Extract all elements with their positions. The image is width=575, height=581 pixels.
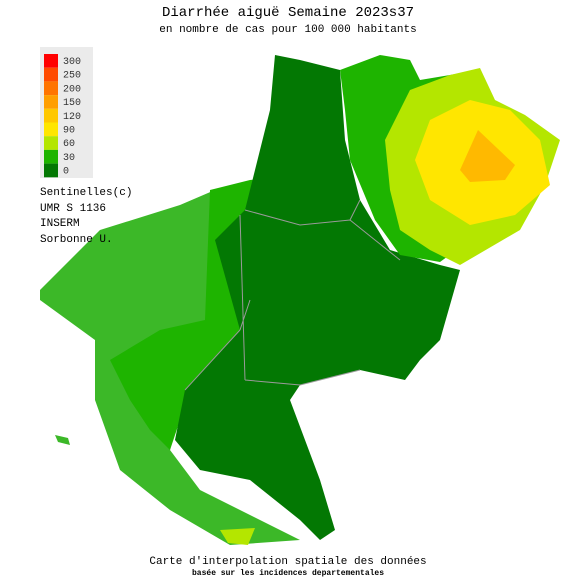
legend-swatch (44, 108, 58, 123)
credit-line: UMR S 1136 (40, 203, 106, 215)
credit-line: Sentinelles(c) (40, 187, 132, 199)
legend-label: 60 (63, 139, 75, 150)
legend-label: 150 (63, 98, 81, 109)
credit-line: Sorbonne U. (40, 234, 113, 246)
legend-swatch (44, 163, 58, 178)
zone-dark (175, 55, 460, 540)
credit-line: INSERM (40, 218, 80, 230)
region-map (40, 55, 560, 545)
legend-label: 200 (63, 84, 81, 95)
footer-subtitle: basée sur les incidences departementales (192, 569, 384, 578)
legend-swatch (44, 54, 58, 68)
legend-label: 120 (63, 112, 81, 123)
legend-label: 0 (63, 167, 69, 178)
legend-label: 30 (63, 153, 75, 164)
legend-swatch (44, 149, 58, 164)
legend-swatch (44, 95, 58, 109)
legend-swatch (44, 122, 58, 137)
zone-south (220, 528, 255, 545)
legend-label: 90 (63, 126, 75, 137)
island (55, 435, 70, 445)
legend-swatch (44, 136, 58, 150)
map-title: Diarrhée aiguë Semaine 2023s37 (162, 5, 414, 21)
legend-swatch (44, 67, 58, 82)
legend-swatch (44, 81, 58, 96)
zone-150 (460, 130, 515, 182)
map-subtitle: en nombre de cas pour 100 000 habitants (159, 24, 416, 36)
legend-label: 250 (63, 71, 81, 82)
department-borders (184, 199, 401, 391)
footer-title: Carte d'interpolation spatiale des donné… (149, 556, 426, 568)
legend-label: 300 (63, 57, 81, 68)
